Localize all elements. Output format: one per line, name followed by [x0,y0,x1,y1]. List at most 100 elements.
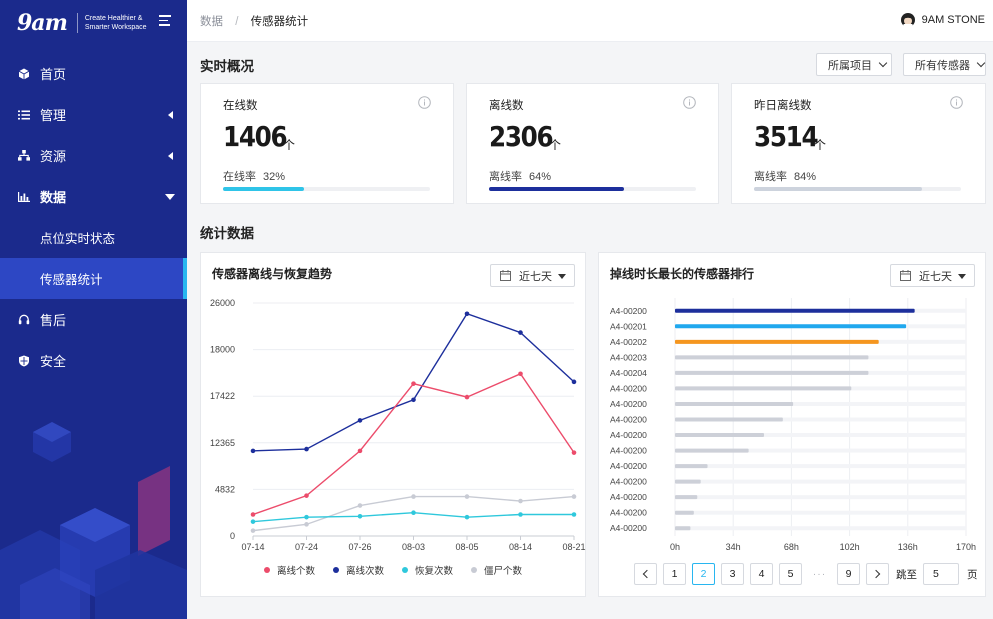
card-progress-fill [223,187,304,191]
sidebar-item-security[interactable]: 安全 [0,340,187,381]
jump-label: 跳至 [896,568,917,581]
offline-count-card: 离线数 2306 个 离线率 64% [466,83,719,204]
x-tick-label: 102h [840,542,860,552]
data-point [518,371,523,377]
card-value: 3514 [754,120,819,153]
x-tick-label: 08-21 [562,542,585,552]
x-tick-label: 170h [956,542,976,552]
trend-range-dropdown[interactable]: 近七天 [490,264,575,287]
tagline-line2: Smarter Workspace [84,24,147,31]
prev-page-button[interactable] [634,563,657,585]
x-tick-label: 07-14 [241,542,264,552]
page-ellipsis[interactable]: ··· [808,563,831,585]
brand-tagline: Create Healthier & Smarter Workspace [85,14,150,32]
logo[interactable]: 9am [17,10,68,36]
sidebar-item-label: 资源 [40,149,67,164]
data-point [357,418,363,423]
data-point [411,510,416,515]
legend-item[interactable]: 离线个数 [263,563,315,577]
legend-item[interactable]: 恢复次数 [402,563,453,577]
card-label: 昨日离线数 [754,100,812,112]
sidebar-item-label: 管理 [40,108,67,123]
bar-track [675,510,966,515]
jump-page-input[interactable]: 5 [923,563,959,585]
menu-toggle-icon[interactable] [159,15,171,29]
tagline-line1: Create Healthier & [84,15,143,22]
legend-label: 僵尸个数 [484,566,523,577]
sidebar-item-point-status[interactable]: 点位实时状态 [0,217,187,258]
card-rate-value: 32% [263,171,286,183]
breadcrumb-parent[interactable]: 数据 [200,15,223,28]
card-progress-track [223,187,430,191]
data-point [304,493,309,498]
list-icon [17,108,30,121]
y-tick-label: A4-00200 [610,446,647,456]
y-tick-label: A4-00200 [610,430,647,440]
data-point [464,494,470,499]
sidebar-item-label: 数据 [40,190,67,205]
data-point [571,450,577,455]
y-tick-label: 12365 [210,438,235,448]
ranking-range-dropdown[interactable]: 近七天 [890,264,975,287]
y-tick-label: 4832 [215,484,235,494]
sensor-filter-dropdown[interactable]: 所有传感器 [903,53,986,76]
page-button[interactable]: 3 [721,563,744,585]
sidebar-item-home[interactable]: 首页 [0,53,187,94]
ranking-range-label: 近七天 [919,270,952,283]
page-button[interactable]: 1 [663,563,686,585]
next-page-button[interactable] [866,563,889,585]
chevron-down-icon [165,193,175,200]
sidebar-item-manage[interactable]: 管理 [0,94,187,135]
decorative-cubes [0,422,187,619]
legend-item[interactable]: 离线次数 [332,563,384,577]
sidebar-item-data[interactable]: 数据 [0,176,187,217]
bar-track [675,401,966,406]
data-point [411,381,416,386]
page-button-active[interactable]: 2 [692,563,715,585]
sidebar-item-resources[interactable]: 资源 [0,135,187,176]
user-menu[interactable]: 9AM STONE [900,13,985,27]
page-button[interactable]: 4 [750,563,773,585]
card-value: 1406 [223,120,288,153]
card-value: 2306 [489,120,554,153]
y-tick-label: 0 [230,531,235,541]
sidebar-item-after-sales[interactable]: 售后 [0,299,187,340]
trend-chart-panel: 传感器离线与恢复趋势 近七天 26000 18000 17422 12365 4832 0… [200,252,586,597]
caret-down-icon [558,274,566,279]
sidebar-item-label: 售后 [40,313,67,328]
legend-dot [332,567,339,573]
realtime-title: 实时概况 [200,59,254,74]
user-name: 9AM STONE [921,14,985,26]
page-button[interactable]: 5 [779,563,802,585]
data-point [304,522,309,527]
sensor-filter-label: 所有传感器 [915,59,970,72]
breadcrumb-current: 传感器统计 [250,15,309,28]
bar [675,433,765,438]
sidebar-nav: 首页 管理 资源 数据 点位实时状态 传感器统计 [0,53,187,381]
x-tick-label: 08-05 [455,542,478,552]
card-progress-track [489,187,696,191]
bar [675,324,907,329]
y-tick-label: A4-00204 [610,368,647,378]
legend-label: 恢复次数 [415,566,454,577]
data-point [518,330,523,335]
project-filter-dropdown[interactable]: 所属项目 [816,53,892,76]
info-icon[interactable] [418,96,431,109]
chevron-down-icon [976,58,986,67]
data-point [571,512,577,517]
trend-range-label: 近七天 [519,270,552,283]
data-point [250,448,256,454]
card-label: 在线数 [223,100,258,112]
y-tick-label: A4-00200 [610,306,647,316]
card-label: 离线数 [489,100,524,112]
data-point [411,397,416,403]
data-point [304,514,309,520]
sidebar-item-label: 安全 [40,354,67,369]
calendar-icon [900,270,911,281]
sidebar-item-sensor-stats[interactable]: 传感器统计 [0,258,187,299]
page-button[interactable]: 9 [837,563,860,585]
info-icon[interactable] [950,96,963,109]
legend-item[interactable]: 僵尸个数 [471,563,522,577]
page-unit-label: 页 [967,568,978,581]
info-icon[interactable] [683,96,696,109]
